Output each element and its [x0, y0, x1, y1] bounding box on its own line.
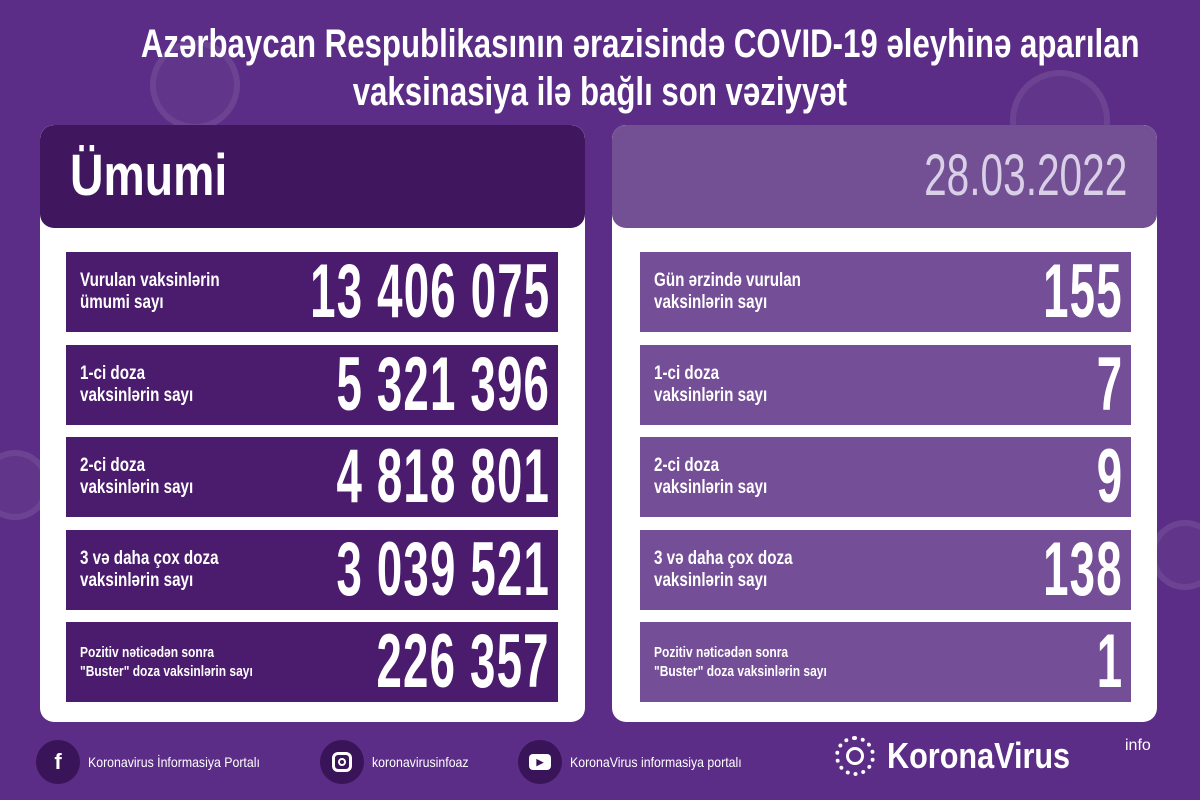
facebook-link[interactable]: f Koronavirus İnformasiya Portalı — [36, 740, 283, 784]
page-title-line2: vaksinasiya ilə bağlı son vəziyyət — [352, 70, 848, 114]
instagram-link[interactable]: koronavirusinfoaz — [320, 740, 482, 784]
koronavirus-logo: KoronaVirus — [835, 735, 1102, 777]
stat-value: 9 — [1096, 434, 1123, 519]
total-header: Ümumi — [40, 125, 585, 228]
stat-value: 1 — [1096, 619, 1123, 704]
stat-value: 226 357 — [376, 619, 550, 704]
stat-row: Gün ərzində vurulan vaksinlərin sayı 155 — [640, 252, 1131, 332]
stat-row: 3 və daha çox doza vaksinlərin sayı 138 — [640, 530, 1131, 610]
stat-value: 4 818 801 — [336, 434, 550, 519]
date-header: 28.03.2022 — [612, 125, 1157, 228]
stat-value: 138 — [1043, 527, 1123, 612]
virus-logo-icon — [835, 736, 875, 776]
page-title-line1: Azərbaycan Respublikasının ərazisində CO… — [140, 22, 1140, 66]
instagram-icon — [320, 740, 364, 784]
stat-row: Pozitiv nəticədən sonra "Buster" doza vak… — [640, 622, 1131, 702]
stat-value: 3 039 521 — [336, 527, 550, 612]
youtube-link[interactable]: ▶ KoronaVirus informasiya portalı — [518, 740, 765, 784]
stat-value: 7 — [1096, 342, 1123, 427]
stat-row: 1-ci doza vaksinlərin sayı 5 321 396 — [66, 345, 558, 425]
stat-row: Vurulan vaksinlərin ümumi sayı 13 406 075 — [66, 252, 558, 332]
stat-row: 1-ci doza vaksinlərin sayı 7 — [640, 345, 1131, 425]
stat-value: 5 321 396 — [336, 342, 550, 427]
stat-value: 155 — [1043, 249, 1123, 334]
youtube-icon: ▶ — [518, 740, 562, 784]
total-header-text: Ümumi — [70, 143, 228, 208]
facebook-icon: f — [36, 740, 80, 784]
stat-row: 3 və daha çox doza vaksinlərin sayı 3 039 … — [66, 530, 558, 610]
stat-row: 2-ci doza vaksinlərin sayı 9 — [640, 437, 1131, 517]
virus-decoration — [1150, 520, 1200, 590]
stat-row: Pozitiv nəticədən sonra "Buster" doza vak… — [66, 622, 558, 702]
daily-panel: 28.03.2022 Gün ərzində vurulan vaksinləri… — [612, 125, 1157, 722]
logo-superscript: info — [1125, 737, 1151, 754]
date-text: 28.03.2022 — [923, 143, 1127, 208]
stat-value: 13 406 075 — [309, 249, 550, 334]
total-panel: Ümumi Vurulan vaksinlərin ümumi sayı 13 40… — [40, 125, 585, 722]
stat-row: 2-ci doza vaksinlərin sayı 4 818 801 — [66, 437, 558, 517]
